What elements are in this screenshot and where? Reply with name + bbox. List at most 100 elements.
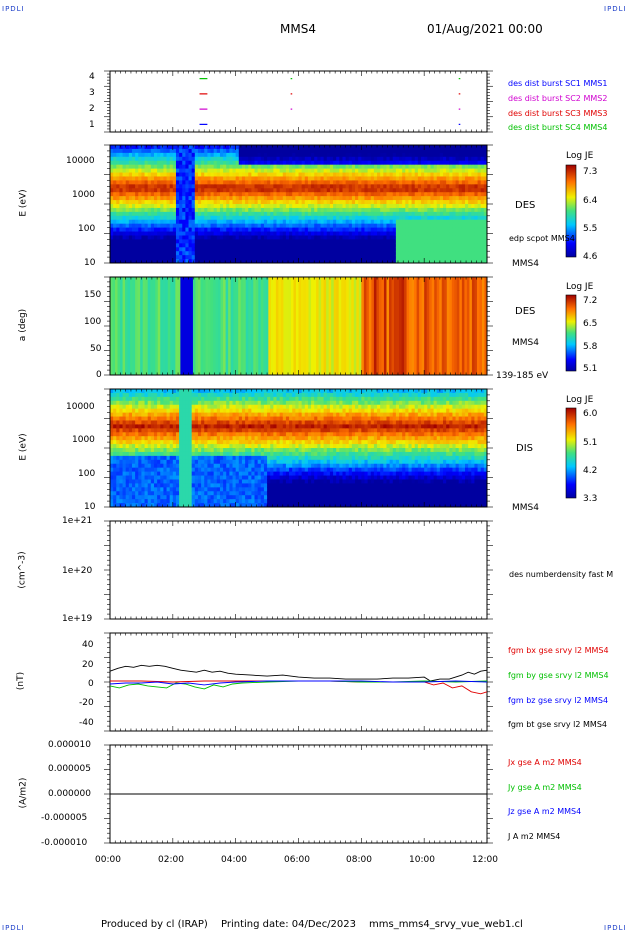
dis-ytick-10000: 10000 (66, 402, 95, 412)
burst-ytick-2: 2 (89, 104, 95, 114)
cb1-title: Log JE (566, 151, 594, 161)
fgm-series-line (109, 680, 488, 686)
cur-ytick-p5: 0.000005 (48, 764, 91, 774)
xtick-1200: 12:00 (472, 855, 498, 865)
des-e-ytick-1000: 1000 (72, 190, 95, 200)
cur-legend-jy: Jy gse A m2 MMS4 (508, 783, 582, 792)
fgm-ytick-m40: -40 (79, 718, 94, 728)
xtick-0800: 08:00 (346, 855, 372, 865)
corner-tl: IPDLI (2, 5, 25, 13)
pitch-label: DES (515, 306, 536, 317)
corner-br: IPDLI (604, 924, 627, 932)
fgm-ylabel: (nT) (16, 671, 27, 691)
fgm-legend-bz: fgm bz gse srvy l2 MMS4 (508, 696, 609, 705)
xtick-0400: 04:00 (221, 855, 247, 865)
fgm-ytick-0: 0 (88, 679, 94, 689)
dis-ytick-1000: 1000 (72, 435, 95, 445)
dens-legend: des numberdensity fast M (509, 570, 614, 579)
des-e-ytick-10000: 10000 (66, 156, 95, 166)
pitch-ytick-0: 0 (96, 370, 102, 380)
cur-ytick-0: 0.000000 (48, 789, 91, 799)
cur-ylabel: (A/m2) (18, 777, 29, 809)
des-e-scpot: edp scpot MMS4 (509, 234, 575, 243)
pitch-mms: MMS4 (512, 338, 539, 348)
datetime-title: 01/Aug/2021 00:00 (427, 22, 543, 36)
corner-tr: IPDLI (604, 5, 627, 13)
cb1-t0: 7.3 (583, 167, 598, 177)
fgm-lines (109, 664, 488, 695)
xtick-0000: 00:00 (95, 855, 121, 865)
cb2-t3: 5.1 (583, 364, 598, 374)
cb3-t1: 5.1 (583, 438, 598, 448)
dis-label: DIS (516, 443, 533, 454)
spacecraft-title: MMS4 (280, 22, 316, 36)
cur-legend-j: J A m2 MMS4 (508, 832, 561, 841)
dens-ytick-1e20: 1e+20 (62, 566, 93, 576)
corner-bl: IPDLI (2, 924, 25, 932)
colorbar-des-pitch (565, 294, 577, 372)
cb1-t2: 5.5 (583, 224, 598, 234)
footer-printing: Printing date: 04/Dec/2023 (221, 919, 357, 930)
burst-ytick-1: 1 (89, 120, 95, 130)
cb2-t0: 7.2 (583, 296, 598, 306)
footer-producer: Produced by cl (IRAP) (101, 919, 208, 930)
cur-ytick-p10: 0.000010 (48, 740, 91, 750)
fgm-legend-bt: fgm bt gse srvy l2 MMS4 (508, 720, 607, 729)
cb3-t2: 4.2 (583, 466, 598, 476)
des-e-ylabel: E (eV) (18, 189, 29, 217)
cur-legend-jx: Jx gse A m2 MMS4 (508, 758, 582, 767)
dis-energy-spectrogram (110, 389, 488, 508)
burst-legend-sc2: des dist burst SC2 MMS2 (508, 94, 608, 103)
burst-legend-sc4: des dist burst SC4 MMS4 (508, 123, 608, 132)
pitch-ytick-150: 150 (84, 290, 102, 300)
cb3-title: Log JE (566, 395, 594, 405)
des-e-mms: MMS4 (512, 259, 539, 269)
dens-ylabel: (cm^-3) (17, 551, 28, 589)
burst-legend-sc1: des dist burst SC1 MMS1 (508, 79, 608, 88)
des-pitch-spectrogram (110, 277, 488, 375)
burst-panel-frame (109, 70, 488, 133)
dis-ytick-10: 10 (84, 502, 96, 512)
axis-ticks (104, 70, 493, 844)
cb1-t1: 6.4 (583, 196, 598, 206)
density-frame (109, 520, 488, 620)
cur-ytick-m10: -0.000010 (41, 838, 88, 848)
cb3-t3: 3.3 (583, 494, 598, 504)
pitch-ylabel: a (deg) (18, 308, 29, 342)
fgm-legend-bx: fgm bx gse srvy l2 MMS4 (508, 646, 609, 655)
burst-segments (199, 78, 461, 125)
xtick-0200: 02:00 (158, 855, 184, 865)
des-e-ytick-10: 10 (84, 258, 96, 268)
cb2-t1: 6.5 (583, 319, 598, 329)
fgm-legend-by: fgm by gse srvy l2 MMS4 (508, 671, 609, 680)
burst-legend-sc3: des dist burst SC3 MMS3 (508, 109, 608, 118)
fgm-series-line (109, 680, 488, 690)
colorbar-dis-energy (565, 407, 577, 499)
des-e-ytick-100: 100 (78, 224, 96, 234)
cb2-title: Log JE (566, 282, 594, 292)
pitch-ytick-100: 100 (84, 317, 102, 327)
dis-ytick-100: 100 (78, 469, 96, 479)
xtick-1000: 10:00 (409, 855, 435, 865)
cb2-t2: 5.8 (583, 342, 598, 352)
xtick-0600: 06:00 (284, 855, 310, 865)
fgm-series-line (109, 664, 488, 682)
fgm-ytick-40: 40 (82, 640, 94, 650)
dis-mms: MMS4 (512, 503, 539, 513)
pitch-range: 139-185 eV (496, 371, 549, 381)
dens-ytick-1e21: 1e+21 (62, 516, 93, 526)
footer-file: mms_mms4_srvy_vue_web1.cl (369, 919, 523, 930)
cb1-t3: 4.6 (583, 252, 598, 262)
pitch-ytick-50: 50 (90, 344, 102, 354)
dens-ytick-1e19: 1e+19 (62, 614, 93, 624)
des-e-label: DES (515, 200, 536, 211)
cur-ytick-m5: -0.000005 (41, 813, 88, 823)
burst-ytick-4: 4 (89, 72, 95, 82)
burst-ytick-3: 3 (89, 88, 95, 98)
dis-ylabel: E (eV) (18, 433, 29, 461)
cur-legend-jz: Jz gse A m2 MMS4 (508, 807, 582, 816)
fgm-ytick-20: 20 (82, 660, 94, 670)
cb3-t0: 6.0 (583, 409, 598, 419)
fgm-ytick-m20: -20 (79, 698, 94, 708)
